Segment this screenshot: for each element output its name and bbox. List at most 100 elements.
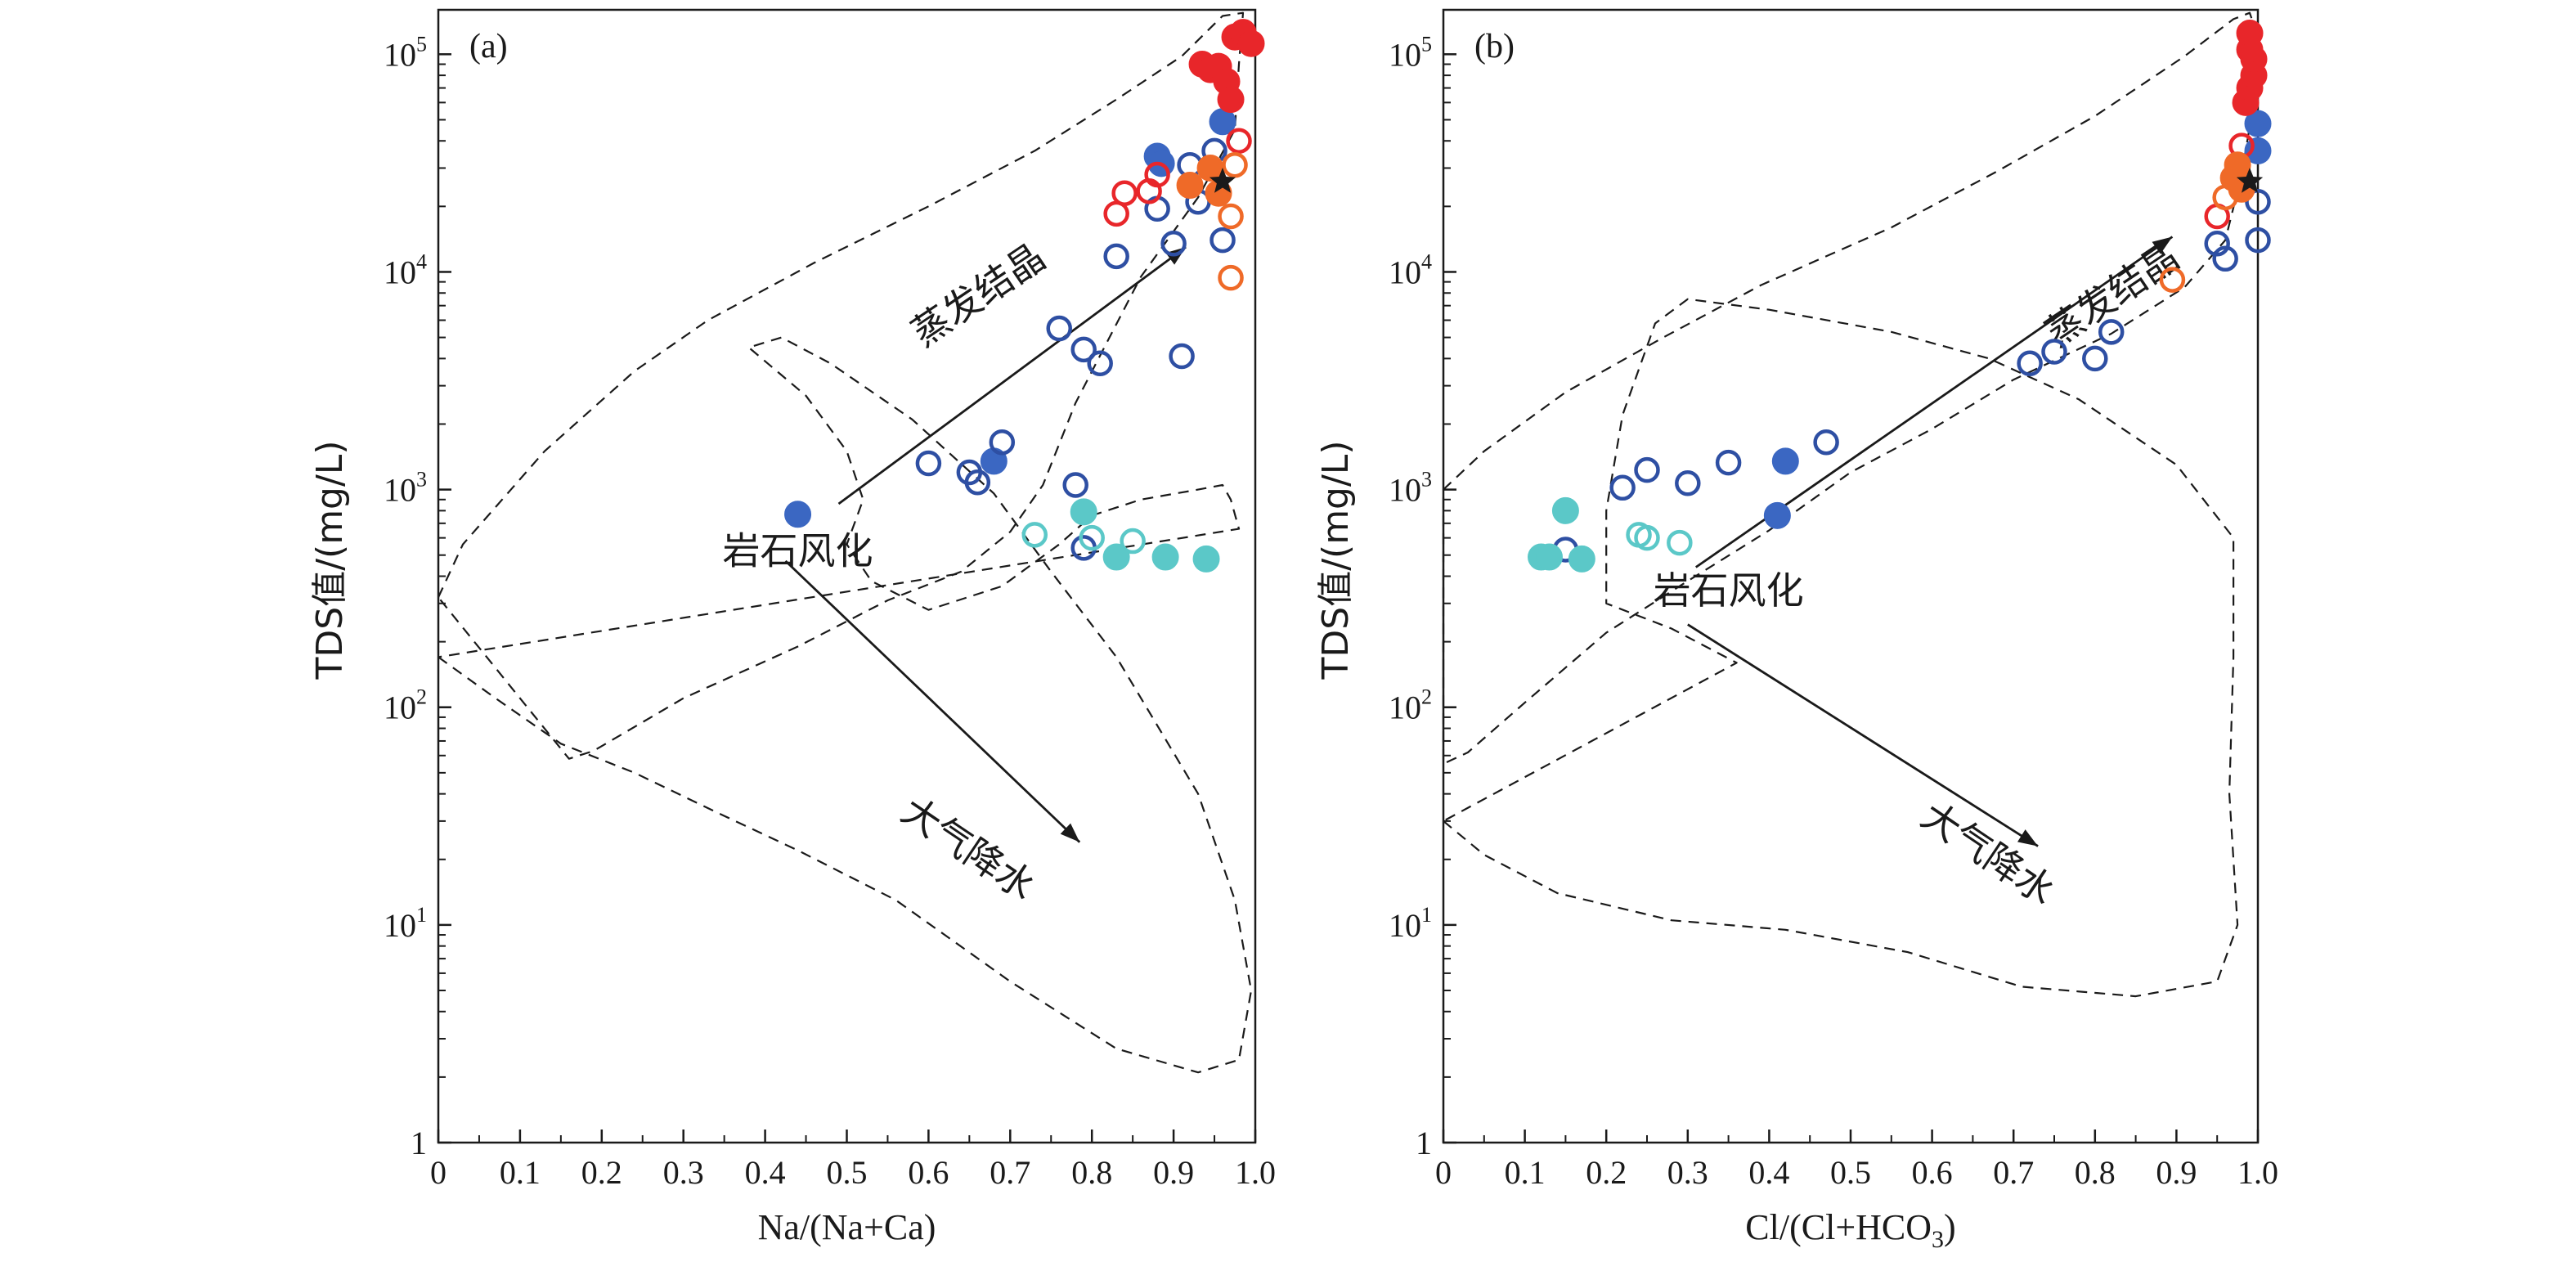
data-point bbox=[1763, 501, 1791, 529]
x-tick-label: 0.2 bbox=[1586, 1154, 1627, 1191]
data-point bbox=[1675, 470, 1701, 496]
data-point bbox=[1079, 524, 1105, 551]
data-point bbox=[1102, 543, 1130, 571]
data-point bbox=[1226, 128, 1252, 154]
gibbs-envelope bbox=[437, 11, 1245, 760]
data-point bbox=[1715, 449, 1742, 476]
rock-weathering-label: 岩石风化 bbox=[723, 529, 873, 573]
data-point bbox=[1218, 203, 1244, 230]
data-point bbox=[1151, 543, 1179, 571]
data-point bbox=[2245, 227, 2271, 254]
data-point bbox=[1237, 29, 1265, 57]
data-point bbox=[1218, 264, 1244, 291]
data-point bbox=[1120, 528, 1146, 555]
data-point bbox=[1813, 429, 1839, 456]
y-tick-label: 101 bbox=[1389, 903, 1432, 944]
x-tick-label: 0.4 bbox=[745, 1154, 786, 1191]
y-tick-base: 1 bbox=[1416, 1125, 1432, 1161]
x-tick-label: 1.0 bbox=[2237, 1154, 2278, 1191]
x-tick-label: 0.5 bbox=[827, 1154, 868, 1191]
y-tick-label: 103 bbox=[384, 468, 427, 509]
x-tick-label: 0.8 bbox=[2075, 1154, 2116, 1191]
data-point bbox=[1111, 180, 1138, 206]
data-point bbox=[1771, 447, 1799, 475]
y-tick-base: 10 bbox=[1389, 36, 1421, 73]
y-tick-base: 10 bbox=[1389, 907, 1421, 944]
y-tick-exponent: 5 bbox=[416, 32, 427, 56]
data-point bbox=[1535, 543, 1563, 571]
y-tick-label: 101 bbox=[384, 903, 427, 944]
data-point bbox=[1196, 154, 1224, 182]
star-marker bbox=[1209, 168, 1236, 193]
data-point bbox=[1176, 172, 1204, 200]
y-tick-exponent: 1 bbox=[416, 903, 427, 927]
x-tick-label: 0.6 bbox=[1912, 1154, 1953, 1191]
precipitation-label: 大气降水 bbox=[1914, 793, 2063, 914]
data-point bbox=[784, 501, 812, 528]
gibbs-envelope bbox=[437, 336, 1253, 1074]
x-tick-label: 0.5 bbox=[1830, 1154, 1871, 1191]
panel-label: (a) bbox=[469, 28, 508, 65]
data-point bbox=[1217, 86, 1245, 114]
y-tick-base: 10 bbox=[1389, 689, 1421, 726]
x-tick-label: 0.2 bbox=[581, 1154, 622, 1191]
y-tick-exponent: 1 bbox=[1421, 903, 1432, 927]
y-tick-exponent: 3 bbox=[1421, 468, 1432, 492]
y-tick-label: 102 bbox=[1389, 685, 1432, 726]
evaporation-label: 蒸发结晶 bbox=[2037, 235, 2187, 356]
trend-arrowhead bbox=[2152, 236, 2173, 254]
x-tick-label: 0.8 bbox=[1071, 1154, 1112, 1191]
x-axis-label-subscript: 3 bbox=[1932, 1226, 1944, 1253]
data-point bbox=[964, 469, 991, 496]
y-tick-exponent: 4 bbox=[1421, 249, 1432, 273]
y-tick-label: 103 bbox=[1389, 468, 1432, 509]
data-point bbox=[1046, 315, 1072, 342]
y-tick-label: 104 bbox=[1389, 249, 1432, 290]
y-tick-base: 10 bbox=[384, 689, 416, 726]
x-tick-label: 0.4 bbox=[1748, 1154, 1789, 1191]
data-point bbox=[989, 429, 1016, 456]
y-tick-base: 10 bbox=[384, 254, 416, 290]
y-tick-exponent: 5 bbox=[1421, 32, 1432, 56]
x-tick-label: 0.3 bbox=[663, 1154, 704, 1191]
y-tick-label: 105 bbox=[1389, 32, 1432, 73]
gibbs-envelope bbox=[1442, 298, 2239, 998]
trend-arrowhead bbox=[1060, 823, 1080, 842]
x-axis-label-close: ) bbox=[1944, 1207, 1956, 1247]
x-tick-label: 0.7 bbox=[1993, 1154, 2034, 1191]
data-point bbox=[2244, 110, 2272, 137]
data-point bbox=[1667, 529, 1693, 556]
data-point bbox=[2041, 339, 2067, 365]
x-tick-label: 0.1 bbox=[1505, 1154, 1546, 1191]
x-axis-label: Na/(Na+Ca) bbox=[758, 1207, 936, 1247]
y-tick-exponent: 2 bbox=[1421, 685, 1432, 709]
gibbs-envelope bbox=[1442, 11, 2260, 765]
y-tick-exponent: 3 bbox=[416, 468, 427, 492]
data-point bbox=[1634, 524, 1660, 551]
data-point bbox=[1087, 350, 1113, 377]
data-point bbox=[1062, 472, 1088, 498]
data-point bbox=[1144, 161, 1170, 188]
data-point bbox=[1568, 545, 1595, 573]
y-tick-label: 1 bbox=[411, 1125, 427, 1161]
x-tick-label: 1.0 bbox=[1235, 1154, 1276, 1191]
panel-label: (b) bbox=[1474, 28, 1515, 65]
trend-arrow bbox=[837, 246, 1187, 505]
x-tick-label: 0.3 bbox=[1667, 1154, 1708, 1191]
data-point bbox=[2159, 267, 2186, 293]
y-tick-base: 10 bbox=[384, 472, 416, 509]
data-point bbox=[2082, 345, 2108, 372]
y-tick-label: 105 bbox=[384, 32, 427, 73]
data-point bbox=[1551, 496, 1579, 524]
trend-arrow bbox=[1687, 623, 2039, 847]
x-tick-label: 0.7 bbox=[990, 1154, 1030, 1191]
star-marker bbox=[2236, 168, 2264, 193]
data-point bbox=[1192, 545, 1220, 573]
y-axis-label: TDS值/(mg/L) bbox=[309, 441, 351, 680]
data-point bbox=[1103, 243, 1129, 270]
y-tick-label: 102 bbox=[384, 685, 427, 726]
x-tick-label: 0.6 bbox=[908, 1154, 949, 1191]
data-point bbox=[1070, 498, 1097, 526]
y-axis-label: TDS值/(mg/L) bbox=[1315, 441, 1357, 680]
